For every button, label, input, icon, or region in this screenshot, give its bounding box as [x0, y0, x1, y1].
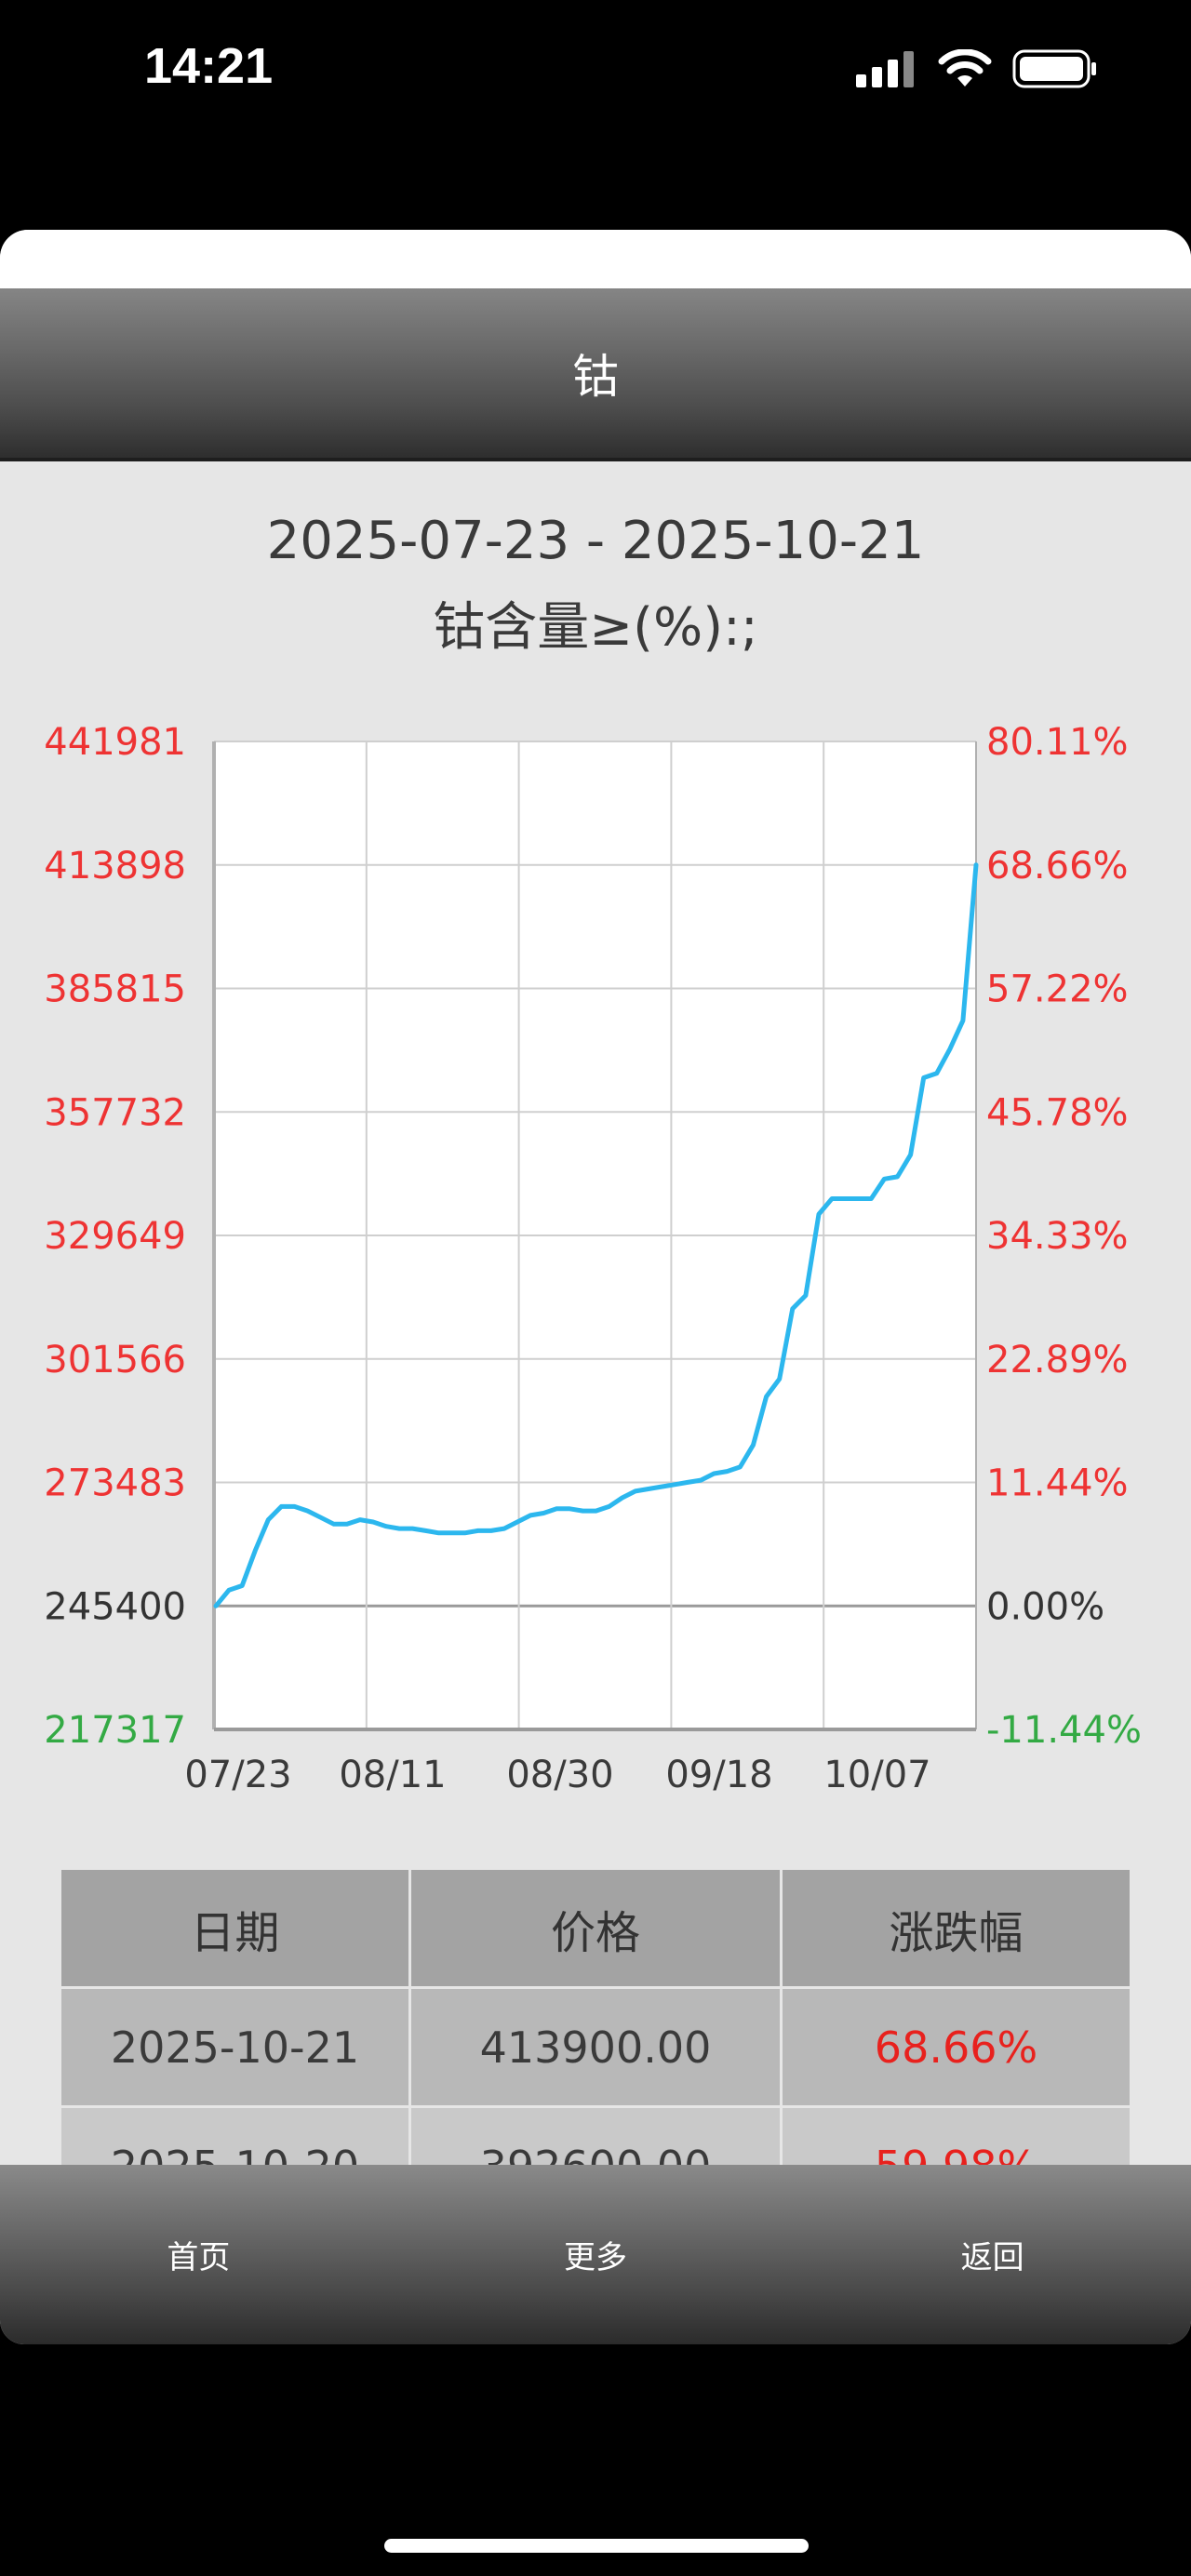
bottom-nav: 首页 更多 返回 — [0, 2165, 1191, 2344]
row-date: 2025-10-21 — [61, 1989, 408, 2105]
y-tick-label-left: 413898 — [44, 845, 186, 888]
home-indicator[interactable] — [384, 2539, 809, 2553]
status-time: 14:21 — [144, 38, 274, 94]
y-tick-label-right: 0.00% — [986, 1585, 1104, 1628]
cellular-signal-icon — [856, 51, 914, 87]
x-tick-label: 08/11 — [339, 1754, 446, 1796]
row-change: 68.66% — [783, 1989, 1130, 2105]
header-price: 价格 — [411, 1870, 780, 1986]
battery-icon — [1012, 49, 1096, 88]
title-bar: 钴 — [0, 288, 1191, 461]
row-price: 413900.00 — [411, 1989, 780, 2105]
y-tick-label-left: 441981 — [44, 721, 186, 764]
y-tick-label-left: 329649 — [44, 1215, 186, 1258]
table-row[interactable]: 2025-10-21 413900.00 68.66% — [61, 1989, 1130, 2105]
app-card: 钴 2025-07-23 - 2025-10-21 钴含量≥(%):; 4419… — [0, 230, 1191, 2344]
y-tick-label-right: 45.78% — [986, 1091, 1129, 1134]
x-tick-label: 08/30 — [506, 1754, 613, 1796]
y-tick-label-left: 245400 — [44, 1585, 186, 1628]
x-tick-label: 09/18 — [665, 1754, 772, 1796]
x-tick-label: 07/23 — [184, 1754, 291, 1796]
status-icons — [856, 48, 1098, 89]
table-header-row: 日期 价格 涨跌幅 — [61, 1870, 1130, 1986]
y-tick-label-left: 217317 — [44, 1709, 186, 1752]
y-tick-label-left: 357732 — [44, 1091, 186, 1134]
x-tick-label: 10/07 — [823, 1754, 930, 1796]
y-tick-label-left: 385815 — [44, 968, 186, 1011]
chart-subtitle: 钴含量≥(%):; — [433, 597, 758, 658]
wifi-icon — [938, 49, 992, 87]
header-date: 日期 — [61, 1870, 408, 1986]
y-tick-label-right: 34.33% — [986, 1215, 1129, 1258]
y-tick-label-right: 11.44% — [986, 1462, 1129, 1505]
date-range: 2025-07-23 - 2025-10-21 — [266, 511, 925, 571]
y-tick-label-right: 57.22% — [986, 968, 1129, 1011]
y-tick-label-right: 68.66% — [986, 845, 1129, 888]
header-change: 涨跌幅 — [783, 1870, 1130, 1986]
y-tick-label-right: 80.11% — [986, 721, 1129, 764]
nav-back-button[interactable]: 返回 — [960, 2239, 1024, 2276]
nav-more-button[interactable]: 更多 — [564, 2239, 627, 2276]
y-tick-label-left: 273483 — [44, 1462, 186, 1505]
nav-home-button[interactable]: 首页 — [167, 2239, 231, 2276]
top-strip — [0, 230, 1191, 288]
price-line-chart: 441981 80.11% 413898 68.66% 385815 57.22% 3577… — [44, 721, 1142, 1796]
y-tick-label-right: -11.44% — [986, 1709, 1142, 1752]
status-bar: 14:21 — [0, 0, 1191, 140]
y-tick-label-left: 301566 — [44, 1339, 186, 1381]
y-tick-label-right: 22.89% — [986, 1339, 1129, 1381]
page-title: 钴 — [572, 350, 619, 404]
